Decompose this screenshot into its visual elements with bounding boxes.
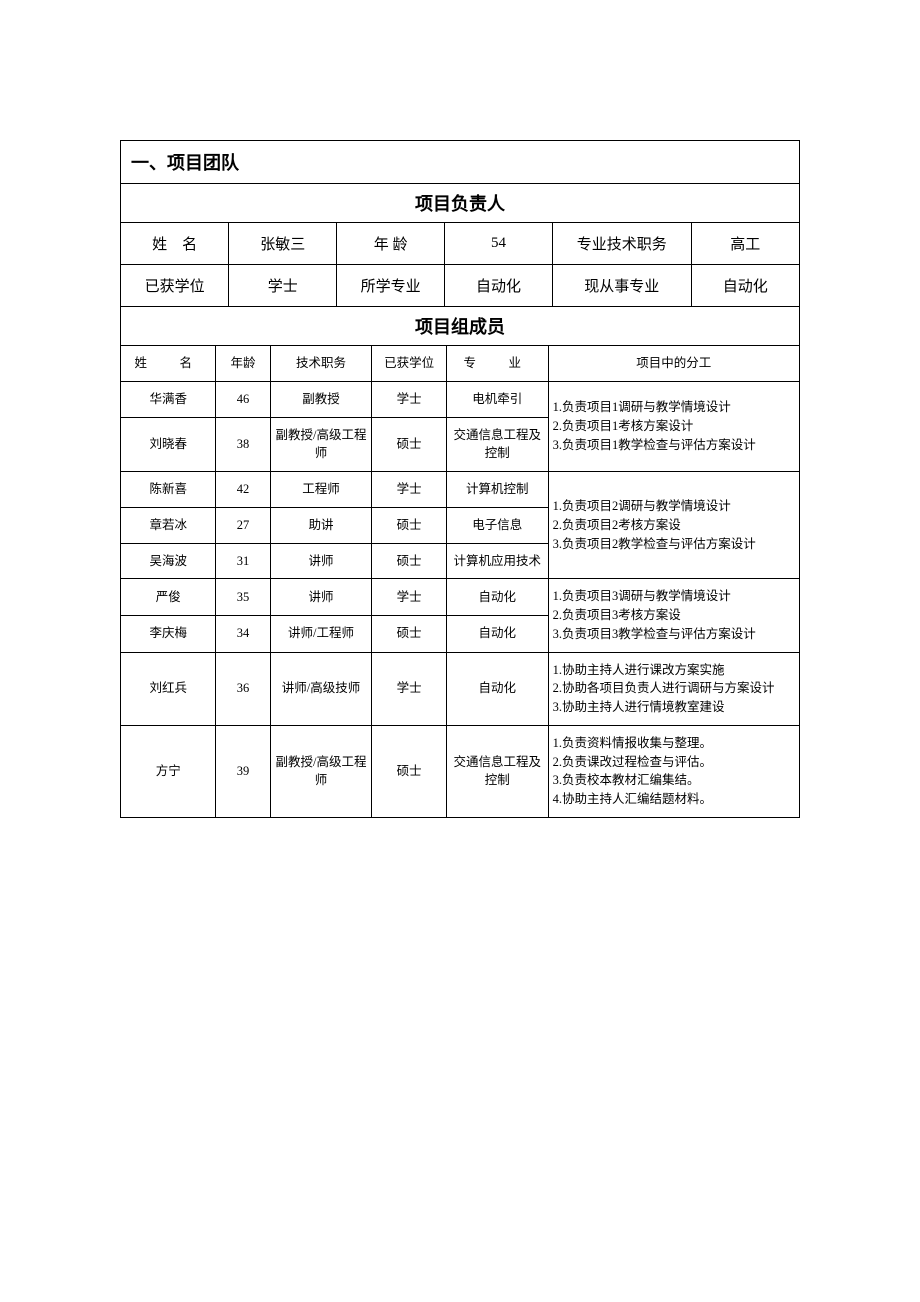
document-container: 一、项目团队 项目负责人 姓 名 张敏三 年 龄 54 专业技术职务 高工 已获… [120, 140, 800, 818]
member-degree: 硕士 [372, 417, 447, 472]
members-title: 项目组成员 [121, 307, 799, 346]
header-degree: 已获学位 [372, 346, 447, 381]
member-major: 自动化 [446, 579, 548, 616]
leader-degree-label: 已获学位 [121, 265, 229, 307]
member-age: 39 [216, 725, 270, 817]
member-degree: 硕士 [372, 725, 447, 817]
member-title: 助讲 [270, 507, 372, 543]
member-title: 副教授 [270, 381, 372, 417]
members-table: 姓 名 年龄 技术职务 已获学位 专 业 项目中的分工 华满香 46 副教授 学… [121, 346, 799, 817]
table-row: 严俊 35 讲师 学士 自动化 1.负责项目3调研与教学情境设计2.负责项目3考… [121, 579, 799, 616]
member-major: 电子信息 [446, 507, 548, 543]
leader-current-label: 现从事专业 [552, 265, 691, 307]
leader-title-value: 高工 [691, 223, 799, 265]
member-title: 副教授/高级工程师 [270, 417, 372, 472]
leader-title: 项目负责人 [121, 184, 799, 223]
section-title: 一、项目团队 [121, 141, 799, 184]
member-name: 章若冰 [121, 507, 216, 543]
member-major: 电机牵引 [446, 381, 548, 417]
member-duties: 1.负责项目3调研与教学情境设计2.负责项目3考核方案设3.负责项目3教学检查与… [548, 579, 799, 652]
header-name: 姓 名 [121, 346, 216, 381]
header-title: 技术职务 [270, 346, 372, 381]
member-degree: 学士 [372, 579, 447, 616]
member-name: 严俊 [121, 579, 216, 616]
member-major: 自动化 [446, 652, 548, 725]
member-duties: 1.协助主持人进行课改方案实施2.协助各项目负责人进行调研与方案设计3.协助主持… [548, 652, 799, 725]
member-age: 31 [216, 543, 270, 579]
member-title: 讲师 [270, 579, 372, 616]
leader-title-label: 专业技术职务 [552, 223, 691, 265]
table-row: 刘红兵 36 讲师/高级技师 学士 自动化 1.协助主持人进行课改方案实施2.协… [121, 652, 799, 725]
leader-major: 自动化 [445, 265, 553, 307]
member-major: 交通信息工程及控制 [446, 417, 548, 472]
member-degree: 学士 [372, 472, 447, 508]
member-degree: 硕士 [372, 507, 447, 543]
member-age: 38 [216, 417, 270, 472]
member-title: 讲师 [270, 543, 372, 579]
member-age: 34 [216, 615, 270, 652]
member-name: 李庆梅 [121, 615, 216, 652]
table-row: 方宁 39 副教授/高级工程师 硕士 交通信息工程及控制 1.负责资料情报收集与… [121, 725, 799, 817]
member-degree: 硕士 [372, 543, 447, 579]
member-major: 自动化 [446, 615, 548, 652]
member-name: 方宁 [121, 725, 216, 817]
member-name: 刘晓春 [121, 417, 216, 472]
member-duties: 1.负责项目2调研与教学情境设计2.负责项目2考核方案设3.负责项目2教学检查与… [548, 472, 799, 579]
member-age: 42 [216, 472, 270, 508]
leader-name: 张敏三 [229, 223, 337, 265]
leader-degree: 学士 [229, 265, 337, 307]
member-degree: 硕士 [372, 615, 447, 652]
member-title: 工程师 [270, 472, 372, 508]
member-title: 讲师/高级技师 [270, 652, 372, 725]
member-major: 交通信息工程及控制 [446, 725, 548, 817]
member-age: 46 [216, 381, 270, 417]
leader-age-label: 年 龄 [337, 223, 445, 265]
member-degree: 学士 [372, 652, 447, 725]
leader-current: 自动化 [691, 265, 799, 307]
member-age: 27 [216, 507, 270, 543]
member-duties: 1.负责资料情报收集与整理。2.负责课改过程检查与评估。3.负责校本教材汇编集结… [548, 725, 799, 817]
header-duties: 项目中的分工 [548, 346, 799, 381]
member-title: 副教授/高级工程师 [270, 725, 372, 817]
leader-name-label: 姓 名 [121, 223, 229, 265]
member-age: 36 [216, 652, 270, 725]
member-duties: 1.负责项目1调研与教学情境设计2.负责项目1考核方案设计3.负责项目1教学检查… [548, 381, 799, 471]
table-row: 陈新喜 42 工程师 学士 计算机控制 1.负责项目2调研与教学情境设计2.负责… [121, 472, 799, 508]
leader-major-label: 所学专业 [337, 265, 445, 307]
table-row: 华满香 46 副教授 学士 电机牵引 1.负责项目1调研与教学情境设计2.负责项… [121, 381, 799, 417]
member-title: 讲师/工程师 [270, 615, 372, 652]
member-degree: 学士 [372, 381, 447, 417]
member-name: 陈新喜 [121, 472, 216, 508]
header-age: 年龄 [216, 346, 270, 381]
member-name: 吴海波 [121, 543, 216, 579]
member-name: 华满香 [121, 381, 216, 417]
member-major: 计算机应用技术 [446, 543, 548, 579]
header-major: 专 业 [446, 346, 548, 381]
member-name: 刘红兵 [121, 652, 216, 725]
member-age: 35 [216, 579, 270, 616]
leader-age: 54 [445, 223, 553, 265]
leader-table: 姓 名 张敏三 年 龄 54 专业技术职务 高工 已获学位 学士 所学专业 自动… [121, 223, 799, 307]
member-major: 计算机控制 [446, 472, 548, 508]
